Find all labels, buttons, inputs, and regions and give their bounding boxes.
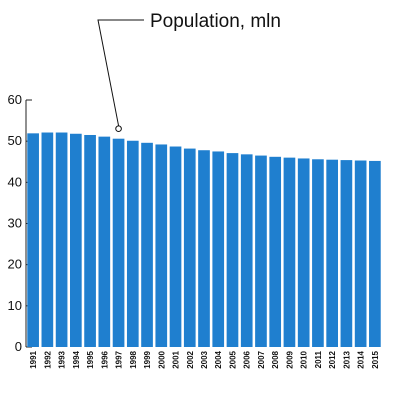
bar-2002 [183, 148, 196, 347]
bar-1993 [55, 132, 68, 347]
x-tick-label-2002: 2002 [186, 350, 195, 368]
y-tick-label: 0 [15, 339, 22, 354]
x-tick-label-1992: 1992 [43, 350, 52, 368]
x-tick-label-1995: 1995 [86, 350, 95, 368]
bar-2006 [240, 154, 253, 347]
bar-1998 [126, 140, 139, 347]
bar-2001 [169, 146, 182, 347]
x-tick-label-2004: 2004 [214, 350, 223, 368]
annotation-label: Population, mln [150, 11, 281, 32]
y-tick-label: 30 [8, 216, 22, 231]
x-tick-label-2012: 2012 [328, 350, 337, 368]
bar-1997 [112, 138, 125, 347]
x-tick-label-1997: 1997 [115, 350, 124, 368]
bar-2013 [340, 160, 353, 347]
bar-1995 [84, 134, 96, 347]
annotation-marker [115, 125, 122, 132]
x-tick-label-1996: 1996 [100, 350, 109, 368]
x-tick-label-2008: 2008 [271, 350, 280, 368]
x-tick-label-2005: 2005 [228, 350, 237, 368]
annotation-leader-line [97, 19, 144, 126]
bar-2000 [155, 144, 168, 347]
bar-1994 [70, 133, 82, 347]
bar-2015 [369, 160, 381, 347]
bar-2014 [354, 160, 367, 347]
x-tick-label-2003: 2003 [200, 350, 209, 368]
bar-1996 [98, 136, 111, 347]
y-tick-label: 40 [8, 174, 22, 189]
x-tick-label-1993: 1993 [58, 350, 67, 368]
x-tick-label-2014: 2014 [357, 350, 366, 368]
x-tick-label-2001: 2001 [172, 350, 181, 368]
x-tick-label-2007: 2007 [257, 350, 266, 368]
y-tick-label: 10 [8, 298, 22, 313]
annotation: Population, mln [97, 11, 281, 132]
y-tick-label: 60 [8, 92, 22, 107]
x-tick-label-1999: 1999 [143, 350, 152, 368]
bar-2004 [212, 151, 225, 347]
bar-2007 [255, 155, 267, 347]
x-tick-label-2015: 2015 [371, 350, 380, 368]
bar-1991 [27, 133, 39, 347]
bar-2011 [312, 159, 324, 347]
bar-1999 [141, 142, 153, 347]
x-tick-label-1991: 1991 [29, 350, 38, 368]
y-tick-label: 50 [8, 133, 22, 148]
x-tick-label-1994: 1994 [72, 350, 81, 368]
x-tick-label-2000: 2000 [157, 350, 166, 368]
bar-2012 [326, 159, 338, 347]
x-tick-label-2009: 2009 [285, 350, 294, 368]
y-tick-label: 20 [8, 257, 22, 272]
x-tick-label-2006: 2006 [243, 350, 252, 368]
bar-2003 [198, 150, 210, 347]
bar-2009 [283, 157, 296, 347]
bar-2008 [269, 156, 282, 347]
x-tick-label-2013: 2013 [342, 350, 351, 368]
x-tick-label-2010: 2010 [300, 350, 309, 368]
bar-1992 [41, 132, 54, 347]
x-tick-label-2011: 2011 [314, 350, 323, 368]
x-axis-labels: 1991 1992 1993 1994 1995 1996 1997 1998 1999 2000… [29, 350, 380, 368]
x-tick-label-1998: 1998 [129, 350, 138, 368]
bar-2005 [226, 153, 239, 347]
bars [27, 132, 381, 347]
bar-2010 [297, 158, 310, 347]
